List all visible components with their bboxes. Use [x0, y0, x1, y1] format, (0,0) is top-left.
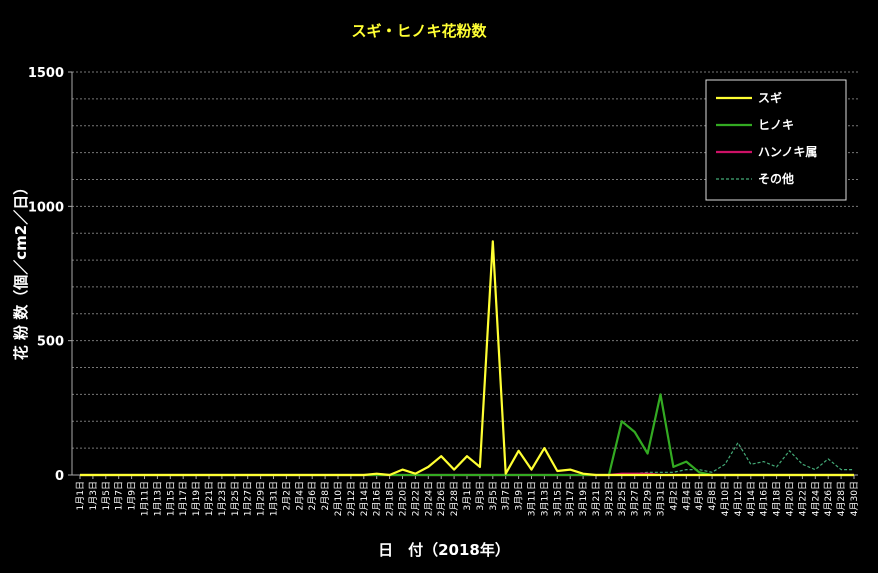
- x-tick-label: 3月27日: [630, 481, 641, 516]
- x-tick-label: 1月31日: [269, 481, 280, 516]
- x-tick-label: 1月1日: [75, 481, 86, 510]
- x-tick-label: 1月13日: [152, 481, 163, 516]
- y-tick-label: 1500: [28, 66, 64, 81]
- x-tick-label: 3月1日: [462, 481, 473, 510]
- series-line: [80, 442, 854, 476]
- x-axis-label: 日 付（2018年）: [378, 541, 510, 559]
- x-tick-label: 1月17日: [178, 481, 189, 516]
- x-tick-label: 4月8日: [707, 481, 718, 510]
- series-line: [80, 240, 854, 477]
- x-tick-label: 1月29日: [256, 481, 267, 516]
- x-tick-label: 4月14日: [746, 481, 757, 516]
- legend-box: [705, 79, 847, 201]
- x-tick-label: 1月23日: [217, 481, 228, 516]
- x-tick-label: 4月4日: [681, 481, 692, 510]
- x-tick-label: 4月16日: [759, 481, 770, 516]
- x-tick-label: 2月2日: [281, 481, 292, 510]
- x-tick-label: 3月13日: [539, 481, 550, 516]
- x-tick-label: 1月3日: [88, 481, 99, 510]
- x-tick-label: 2月16日: [372, 481, 383, 516]
- x-tick-label: 2月28日: [449, 481, 460, 516]
- x-tick-label: 3月25日: [617, 481, 628, 516]
- y-tick-label: 500: [37, 335, 64, 350]
- legend-label: その他: [758, 171, 794, 186]
- x-axis: 1月1日 1月3日 1月5日 1月7日 1月9日 1月11日 1月13日 1月15日 1月17日…: [72, 474, 860, 516]
- y-tick-label: 0: [55, 469, 64, 484]
- x-tick-label: 1月7日: [114, 481, 125, 510]
- legend-label: ハンノキ属: [758, 145, 817, 159]
- x-tick-label: 3月7日: [501, 481, 512, 510]
- x-tick-label: 3月17日: [565, 481, 576, 516]
- x-tick-label: 2月20日: [398, 481, 409, 516]
- x-tick-label: 2月6日: [307, 481, 318, 510]
- x-tick-label: 4月26日: [823, 481, 834, 516]
- x-tick-label: 3月23日: [604, 481, 615, 516]
- x-tick-label: 1月25日: [230, 481, 241, 516]
- x-tick-label: 4月22日: [797, 481, 808, 516]
- x-tick-label: 3月29日: [643, 481, 654, 516]
- y-axis: 0 500 1000 1500: [28, 66, 73, 484]
- x-tick-label: 2月12日: [346, 481, 357, 516]
- chart-title: スギ・ヒノキ花粉数: [351, 22, 487, 40]
- x-tick-label: 4月2日: [668, 481, 679, 510]
- x-tick-label: 1月19日: [191, 481, 202, 516]
- x-tick-label: 4月18日: [772, 481, 783, 516]
- x-tick-label: 1月21日: [204, 481, 215, 516]
- series-line: [80, 393, 854, 477]
- x-tick-label: 1月27日: [243, 481, 254, 516]
- plot-area: [80, 240, 854, 477]
- legend-label: スギ: [758, 90, 782, 105]
- x-tick-label: 3月31日: [656, 481, 667, 516]
- x-tick-label: 2月18日: [385, 481, 396, 516]
- gridlines: [72, 71, 858, 449]
- x-tick-label: 3月5日: [488, 481, 499, 510]
- x-tick-label: 2月26日: [436, 481, 447, 516]
- x-tick-label: 4月30日: [849, 481, 860, 516]
- x-tick-label: 4月10日: [720, 481, 731, 516]
- y-tick-label: 1000: [28, 200, 64, 215]
- x-tick-label: 3月19日: [578, 481, 589, 516]
- x-tick-label: 1月11日: [140, 481, 151, 516]
- x-tick-label: 4月12日: [733, 481, 744, 516]
- x-tick-label: 4月28日: [836, 481, 847, 516]
- x-tick-label: 1月15日: [165, 481, 176, 516]
- x-tick-label: 3月11日: [527, 481, 538, 516]
- x-tick-label: 4月20日: [785, 481, 796, 516]
- y-axis-label: 花 粉 数（個／cm2／日）: [12, 180, 30, 360]
- x-tick-label: 1月9日: [127, 481, 138, 510]
- x-tick-label: 4月6日: [694, 481, 705, 510]
- x-tick-label: 2月24日: [423, 481, 434, 516]
- x-tick-label: 3月15日: [552, 481, 563, 516]
- x-tick-label: 3月9日: [514, 481, 525, 510]
- x-tick-label: 2月14日: [359, 481, 370, 516]
- x-tick-label: 2月22日: [410, 481, 421, 516]
- legend-label: ヒノキ: [758, 118, 794, 132]
- x-tick-label: 4月24日: [810, 481, 821, 516]
- x-tick-label: 2月4日: [294, 481, 305, 510]
- x-tick-label: 2月10日: [333, 481, 344, 516]
- x-tick-label: 2月8日: [320, 481, 331, 510]
- x-tick-label: 1月5日: [101, 481, 112, 510]
- x-tick-label: 3月21日: [591, 481, 602, 516]
- x-tick-label: 3月3日: [475, 481, 486, 510]
